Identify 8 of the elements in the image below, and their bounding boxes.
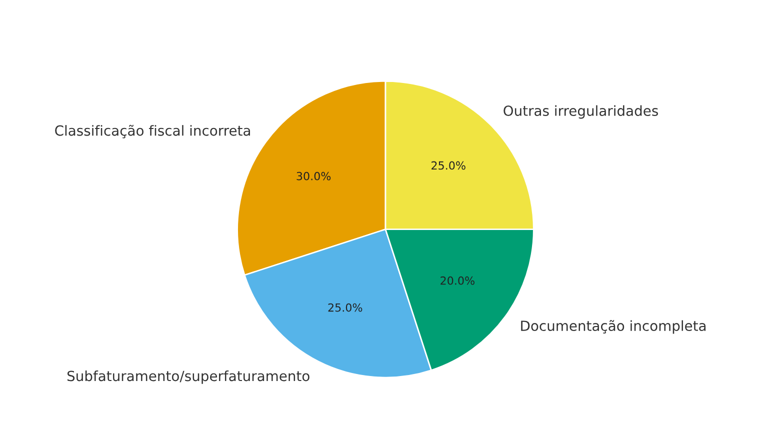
slice-label: Documentação incompleta xyxy=(521,320,706,334)
slice-label: Classificação fiscal incorreta xyxy=(55,124,250,138)
data-label: 25.0% xyxy=(432,161,466,170)
data-label: 25.0% xyxy=(328,303,362,312)
data-label: 30.0% xyxy=(296,172,331,180)
slice-label: Outras irregularidades xyxy=(504,105,658,119)
data-label: 20.0% xyxy=(440,276,474,285)
slice-label: Subfaturamento/superfaturamento xyxy=(67,370,310,384)
